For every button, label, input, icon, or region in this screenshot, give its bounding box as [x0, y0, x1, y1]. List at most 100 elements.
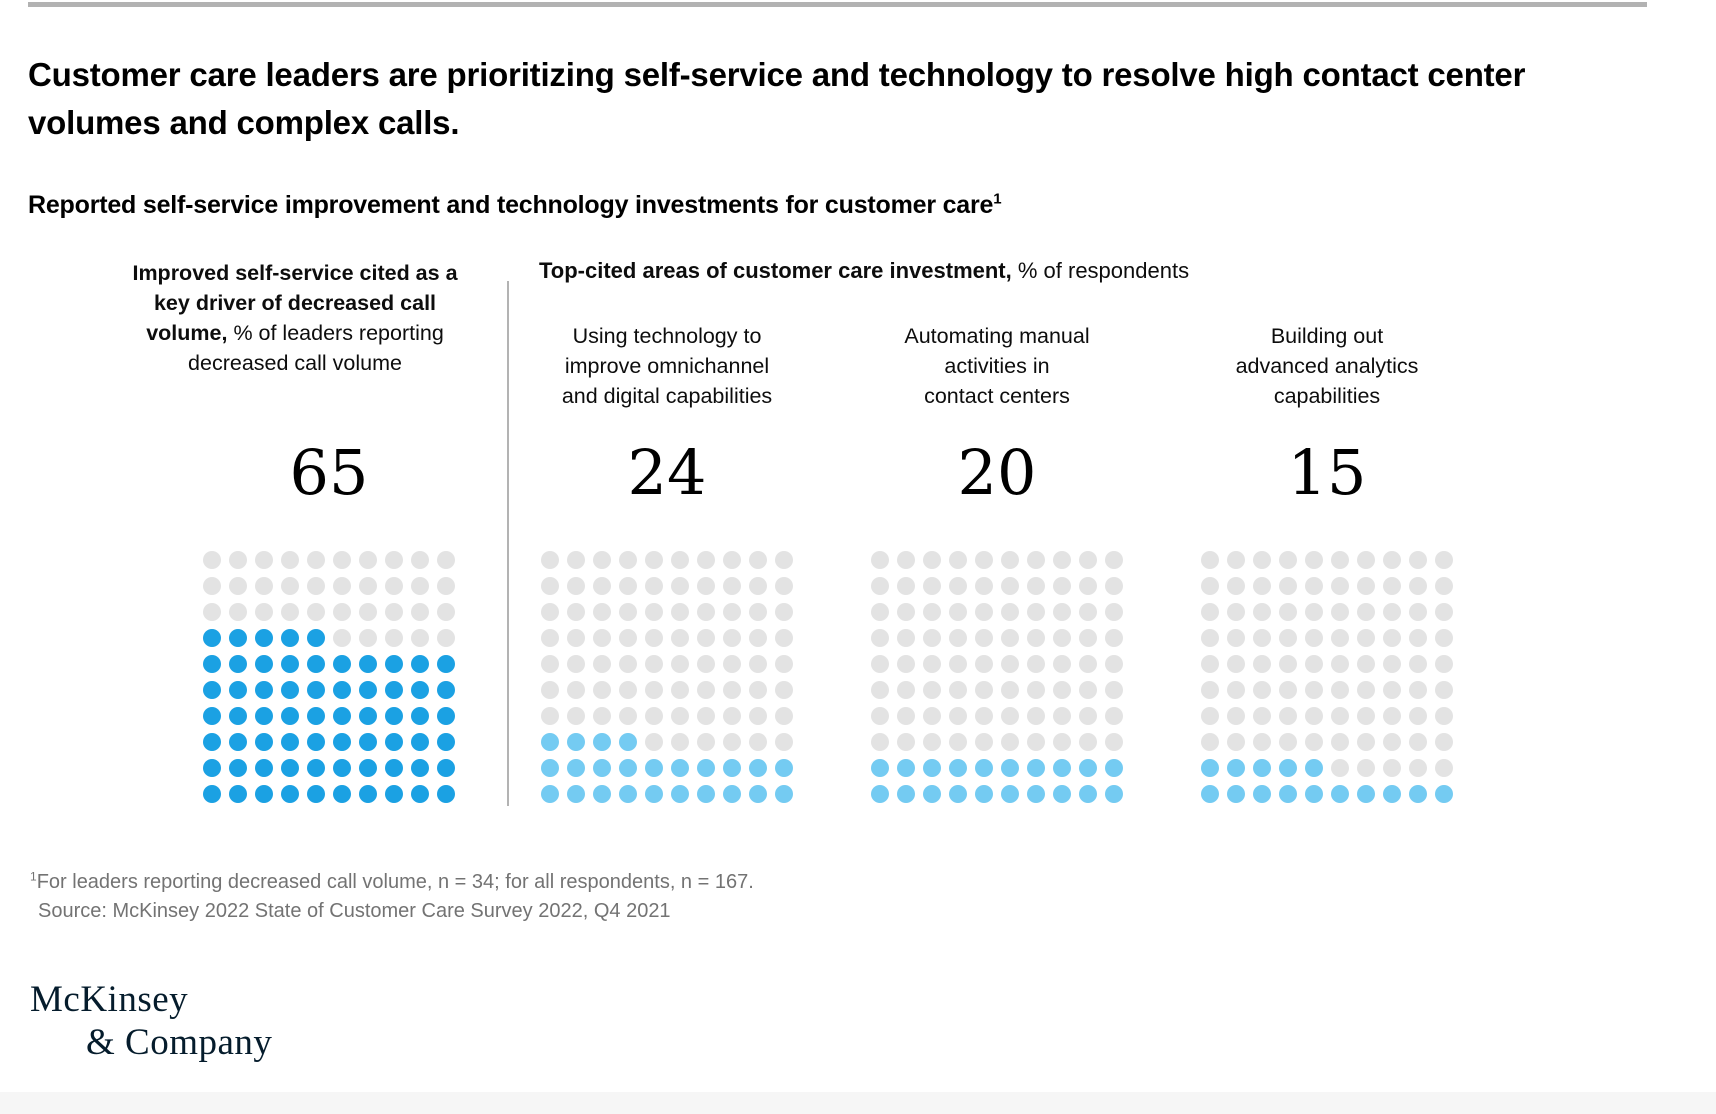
- waffle-dot: [1331, 655, 1349, 673]
- waffle-dot: [645, 655, 663, 673]
- waffle-dot: [333, 577, 351, 595]
- waffle-dot: [723, 733, 741, 751]
- waffle-dot: [1105, 577, 1123, 595]
- waffle-dot: [723, 759, 741, 777]
- waffle-dot: [697, 681, 715, 699]
- waffle-dot: [1201, 785, 1219, 803]
- waffle-dot: [1253, 629, 1271, 647]
- waffle-dot: [619, 629, 637, 647]
- waffle-dot: [1435, 655, 1453, 673]
- waffle-dot: [333, 655, 351, 673]
- waffle-dot: [975, 655, 993, 673]
- waffle-dot: [619, 785, 637, 803]
- waffle-dot: [255, 681, 273, 699]
- waffle-dot: [1201, 681, 1219, 699]
- waffle-dot: [619, 759, 637, 777]
- waffle-dot: [411, 733, 429, 751]
- waffle-dot: [437, 629, 455, 647]
- waffle-dot: [1053, 681, 1071, 699]
- waffle-dot: [229, 785, 247, 803]
- waffle-dot: [307, 577, 325, 595]
- waffle-dot: [923, 603, 941, 621]
- exhibit-body: Improved self-service cited as a key dri…: [115, 258, 1716, 806]
- waffle-dot: [723, 577, 741, 595]
- waffle-dot: [541, 785, 559, 803]
- waffle-dot: [1227, 603, 1245, 621]
- waffle-dot: [1027, 733, 1045, 751]
- waffle-dot: [975, 785, 993, 803]
- waffle-dot: [307, 785, 325, 803]
- waffle-dot: [1383, 629, 1401, 647]
- waffle-dot: [1027, 785, 1045, 803]
- waffle-dot: [307, 681, 325, 699]
- chart-label-analytics: Building out advanced analytics capabili…: [1235, 324, 1419, 408]
- waffle-dot: [619, 603, 637, 621]
- waffle-dot: [281, 681, 299, 699]
- waffle-dot: [255, 629, 273, 647]
- waffle-dot: [229, 759, 247, 777]
- value-label-analytics: 15: [1287, 436, 1367, 509]
- waffle-dot: [1079, 785, 1097, 803]
- waffle-dot: [203, 655, 221, 673]
- waffle-dot: [1279, 733, 1297, 751]
- waffle-dot: [385, 655, 403, 673]
- waffle-dot: [1001, 707, 1019, 725]
- waffle-dot: [775, 785, 793, 803]
- waffle-dot: [1105, 785, 1123, 803]
- waffle-dot: [411, 785, 429, 803]
- waffle-dot: [871, 551, 889, 569]
- waffle-dot: [1079, 551, 1097, 569]
- waffle-dot: [1105, 629, 1123, 647]
- value-label-omnichannel: 24: [627, 436, 707, 509]
- waffle-dot: [307, 733, 325, 751]
- chart-label-omnichannel: Using technology to improve omnichannel …: [561, 324, 773, 408]
- waffle-dot: [871, 785, 889, 803]
- waffle-dot: [229, 629, 247, 647]
- waffle-dot: [749, 707, 767, 725]
- waffle-dot: [1001, 759, 1019, 777]
- waffle-dot: [749, 551, 767, 569]
- waffle-dot: [897, 603, 915, 621]
- waffle-dot: [1357, 577, 1375, 595]
- footnote-line-1: 1For leaders reporting decreased call vo…: [30, 868, 1716, 897]
- waffle-dot: [411, 577, 429, 595]
- waffle-dot: [1383, 577, 1401, 595]
- waffle-dot: [541, 629, 559, 647]
- right-panel-header-regular: % of respondents: [1011, 258, 1190, 283]
- waffle-dot: [1253, 577, 1271, 595]
- waffle-dot: [1201, 551, 1219, 569]
- waffle-dot: [1409, 577, 1427, 595]
- waffle-dot: [949, 759, 967, 777]
- waffle-dot: [1435, 785, 1453, 803]
- waffle-dot: [1201, 577, 1219, 595]
- waffle-dot: [723, 655, 741, 673]
- waffle-dot: [1357, 629, 1375, 647]
- waffle-dot: [203, 577, 221, 595]
- waffle-dot: [1435, 603, 1453, 621]
- waffle-dot: [1331, 707, 1349, 725]
- waffle-dot: [1227, 785, 1245, 803]
- waffle-dot: [255, 577, 273, 595]
- column-omnichannel: Using technology to improve omnichannel …: [537, 321, 797, 803]
- waffle-dot: [923, 577, 941, 595]
- waffle-dot: [897, 707, 915, 725]
- waffle-dot: [255, 733, 273, 751]
- waffle-dot: [1027, 707, 1045, 725]
- waffle-dot: [437, 707, 455, 725]
- waffle-dot: [359, 551, 377, 569]
- waffle-dot: [619, 577, 637, 595]
- waffle-dot: [975, 759, 993, 777]
- waffle-dot: [775, 551, 793, 569]
- waffle-dot: [359, 785, 377, 803]
- waffle-dot: [671, 551, 689, 569]
- waffle-dot: [385, 629, 403, 647]
- waffle-dot: [1053, 759, 1071, 777]
- waffle-dot: [333, 759, 351, 777]
- waffle-dot: [359, 759, 377, 777]
- waffle-dot: [949, 707, 967, 725]
- waffle-dot: [203, 681, 221, 699]
- waffle-dot: [385, 707, 403, 725]
- waffle-dot: [871, 603, 889, 621]
- waffle-dot: [1331, 785, 1349, 803]
- waffle-dot: [567, 707, 585, 725]
